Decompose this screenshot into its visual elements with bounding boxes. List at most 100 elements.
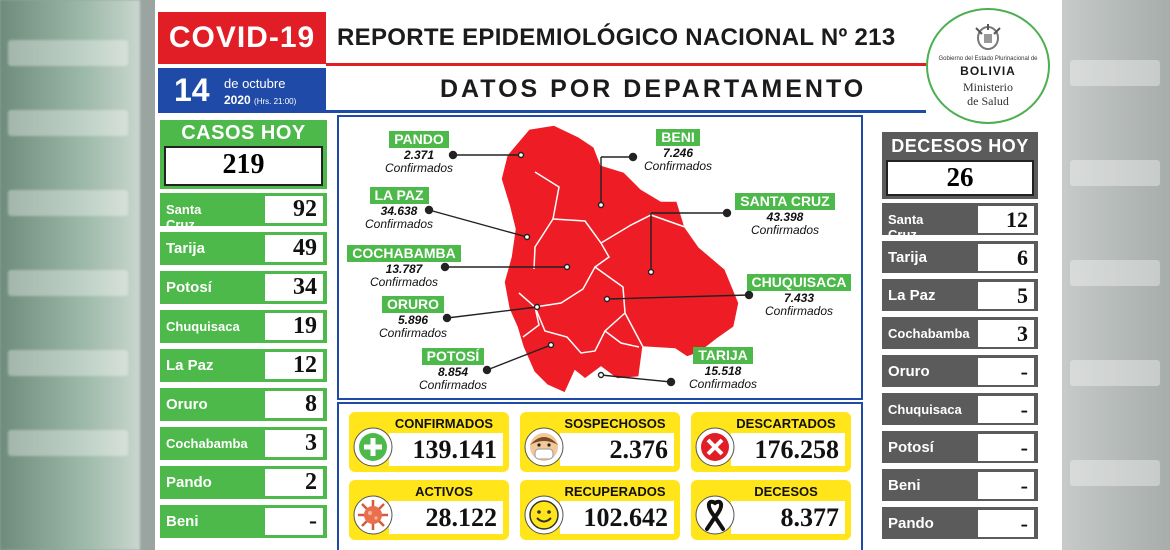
deaths-count: 5	[978, 282, 1034, 309]
deaths-department-name: La Paz	[888, 287, 936, 304]
deaths-row: La Paz 5	[882, 279, 1038, 311]
dept-name: CHUQUISACA	[746, 274, 852, 291]
background-blur	[8, 350, 128, 376]
background-blur	[1070, 60, 1160, 86]
bolivia-map-shape	[500, 124, 740, 394]
stat-value: 8.377	[780, 503, 840, 532]
deaths-row: Pando -	[882, 507, 1038, 539]
deaths-department-name: Beni	[888, 477, 921, 494]
stat-recuperados: RECUPERADOS 102.642	[520, 480, 680, 540]
cases-row: Cochabamba 3	[160, 427, 327, 460]
background-blur	[1070, 460, 1160, 486]
map-label-potosi: POTOSÍ 8.854 Confirmados	[405, 348, 501, 391]
deaths-department-name: Pando	[888, 515, 934, 532]
cases-count: 3	[265, 430, 323, 457]
cases-list: Santa Cruz 92 Tarija 49 Potosí 34 Chuquisaca 19…	[160, 193, 327, 538]
deaths-department-name: Tarija	[888, 249, 927, 266]
map-label-santa-cruz: SANTA CRUZ 43.398 Confirmados	[729, 193, 841, 236]
deaths-row: Chuquisaca -	[882, 393, 1038, 425]
coat-of-arms-icon	[975, 24, 1001, 50]
dept-confirmed: Confirmados	[369, 275, 439, 289]
stat-value-box: 8.377	[731, 501, 845, 534]
cases-today-panel: CASOS HOY 219 Santa Cruz 92 Tarija 49 Potosí…	[160, 120, 327, 544]
background-blur	[1070, 160, 1160, 186]
report-card: COVID-19 REPORTE EPIDEMIOLÓGICO NACIONAL…	[155, 0, 1062, 550]
stat-value: 176.258	[754, 435, 840, 464]
stat-label: RECUPERADOS	[564, 484, 666, 499]
masked-face-icon	[524, 427, 564, 467]
stat-value-box: 2.376	[560, 433, 674, 466]
date-year: 2020 (Hrs. 21:00)	[224, 93, 297, 107]
deaths-total: 26	[886, 160, 1034, 196]
dept-value: 7.246	[662, 146, 694, 160]
deaths-row: Cochabamba 3	[882, 317, 1038, 349]
cases-department-name: Tarija	[166, 240, 205, 257]
stat-value-box: 139.141	[389, 433, 503, 466]
map-label-pando: PANDO 2.371 Confirmados	[379, 131, 459, 174]
stat-value-box: 28.122	[389, 501, 503, 534]
dept-value: 5.896	[397, 313, 429, 327]
deaths-count: -	[978, 434, 1034, 461]
deaths-department-name: Oruro	[888, 363, 930, 380]
dept-name: LA PAZ	[369, 187, 429, 204]
stat-sospechosos: SOSPECHOSOS 2.376	[520, 412, 680, 472]
deaths-row: Potosí -	[882, 431, 1038, 463]
background-blur	[8, 40, 128, 66]
logo-line-3: Ministerio	[963, 80, 1013, 94]
stat-value-box: 176.258	[731, 433, 845, 466]
stat-decesos: DECESOS 8.377	[691, 480, 851, 540]
cases-row: Pando 2	[160, 466, 327, 499]
bolivia-map	[424, 124, 754, 394]
deaths-count: -	[978, 510, 1034, 537]
cases-count: 92	[265, 196, 323, 223]
cases-department-name: La Paz	[166, 357, 214, 374]
dept-name: ORURO	[381, 296, 445, 313]
cases-department-name: Oruro	[166, 396, 208, 413]
deaths-count: -	[978, 472, 1034, 499]
dept-value: 43.398	[766, 210, 804, 224]
deaths-row: Oruro -	[882, 355, 1038, 387]
cases-department-name: Pando	[166, 474, 212, 491]
dept-value: 13.787	[385, 262, 423, 276]
dept-confirmed: Confirmados	[764, 304, 834, 318]
deaths-header-block: DECESOS HOY 26	[882, 132, 1038, 199]
map-label-oruro: ORURO 5.896 Confirmados	[369, 296, 457, 339]
deaths-title: DECESOS HOY	[891, 136, 1029, 156]
dept-value: 8.854	[437, 365, 469, 379]
deaths-department-name: Chuquisaca	[888, 402, 962, 417]
ministry-logo: Gobierno del Estado Plurinacional de BOL…	[926, 8, 1050, 124]
deaths-department-name: Cochabamba	[888, 326, 970, 341]
map-label-beni: BENI 7.246 Confirmados	[635, 129, 721, 172]
totals-panel: CONFIRMADOS 139.141 SOSPECHOSOS 2.376 DE…	[337, 402, 863, 550]
cases-count: 12	[265, 352, 323, 379]
dept-name: SANTA CRUZ	[735, 193, 835, 210]
stat-label: SOSPECHOSOS	[564, 416, 666, 431]
divider-blue	[326, 110, 926, 113]
stat-activos: ACTIVOS 28.122	[349, 480, 509, 540]
cases-department-name: Beni	[166, 513, 199, 530]
cases-department-name: Potosí	[166, 279, 212, 296]
stat-value-box: 102.642	[560, 501, 674, 534]
cases-department-name: Cochabamba	[166, 436, 248, 451]
deaths-count: 6	[978, 244, 1034, 271]
date-box: 14 de octubre 2020 (Hrs. 21:00)	[158, 68, 326, 113]
dept-name: COCHABAMBA	[347, 245, 461, 262]
x-circle-icon	[695, 427, 735, 467]
cases-row: Santa Cruz 92	[160, 193, 327, 232]
map-label-tarija: TARIJA 15.518 Confirmados	[675, 347, 771, 390]
date-day: 14	[174, 72, 210, 108]
dept-confirmed: Confirmados	[418, 378, 488, 392]
background-blur	[1070, 260, 1160, 286]
deaths-count: 3	[978, 320, 1034, 347]
deaths-list: Santa Cruz 12 Tarija 6 La Paz 5 Cochabamba 3 Oru…	[882, 203, 1038, 539]
background-right	[1060, 0, 1170, 550]
dept-name: TARIJA	[693, 347, 753, 364]
map-label-chuquisaca: CHUQUISACA 7.433 Confirmados	[743, 274, 855, 317]
map-label-la-paz: LA PAZ 34.638 Confirmados	[359, 187, 439, 230]
cases-count: 19	[265, 313, 323, 340]
deaths-row: Tarija 6	[882, 241, 1038, 273]
stat-descartados: DESCARTADOS 176.258	[691, 412, 851, 472]
background-blur	[8, 110, 128, 136]
cases-title: CASOS HOY	[181, 122, 306, 144]
logo-line-1: Gobierno del Estado Plurinacional de	[938, 56, 1038, 62]
